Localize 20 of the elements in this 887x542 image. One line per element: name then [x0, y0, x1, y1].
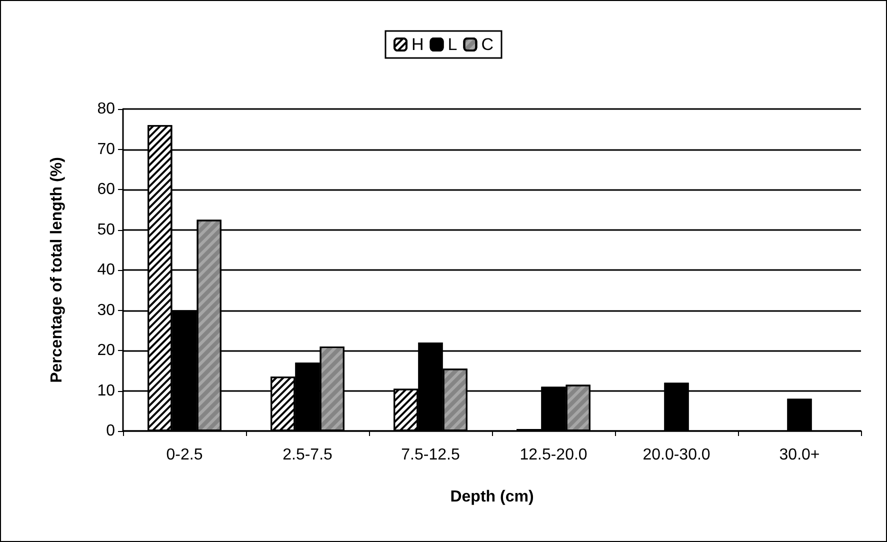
- legend-label: L: [448, 35, 458, 54]
- y-tick-label: 60: [97, 181, 116, 198]
- x-axis-title: Depth (cm): [450, 488, 534, 506]
- y-tick-label: 10: [97, 382, 116, 400]
- y-tick-label: 70: [97, 140, 116, 158]
- y-tick-label: 80: [97, 100, 116, 118]
- legend-label: H: [411, 35, 424, 54]
- x-tick-label: 2.5-7.5: [282, 446, 333, 464]
- y-tick-label: 40: [97, 262, 116, 278]
- x-tick-label: 12.5-20.0: [520, 446, 588, 464]
- y-tick-label: 50: [97, 221, 116, 238]
- x-tick-label: 30.0+: [779, 446, 820, 464]
- x-tick-label: 7.5-12.5: [401, 446, 460, 464]
- y-tick-label: 30: [97, 302, 116, 319]
- y-tick-label: 20: [97, 342, 116, 359]
- y-tick-label: 0: [106, 422, 116, 440]
- y-axis-title: Percentage of total length (%): [48, 157, 66, 383]
- x-tick-label: 20.0-30.0: [642, 446, 710, 464]
- legend-label: C: [481, 35, 494, 54]
- x-tick-label: 0-2.5: [166, 446, 203, 464]
